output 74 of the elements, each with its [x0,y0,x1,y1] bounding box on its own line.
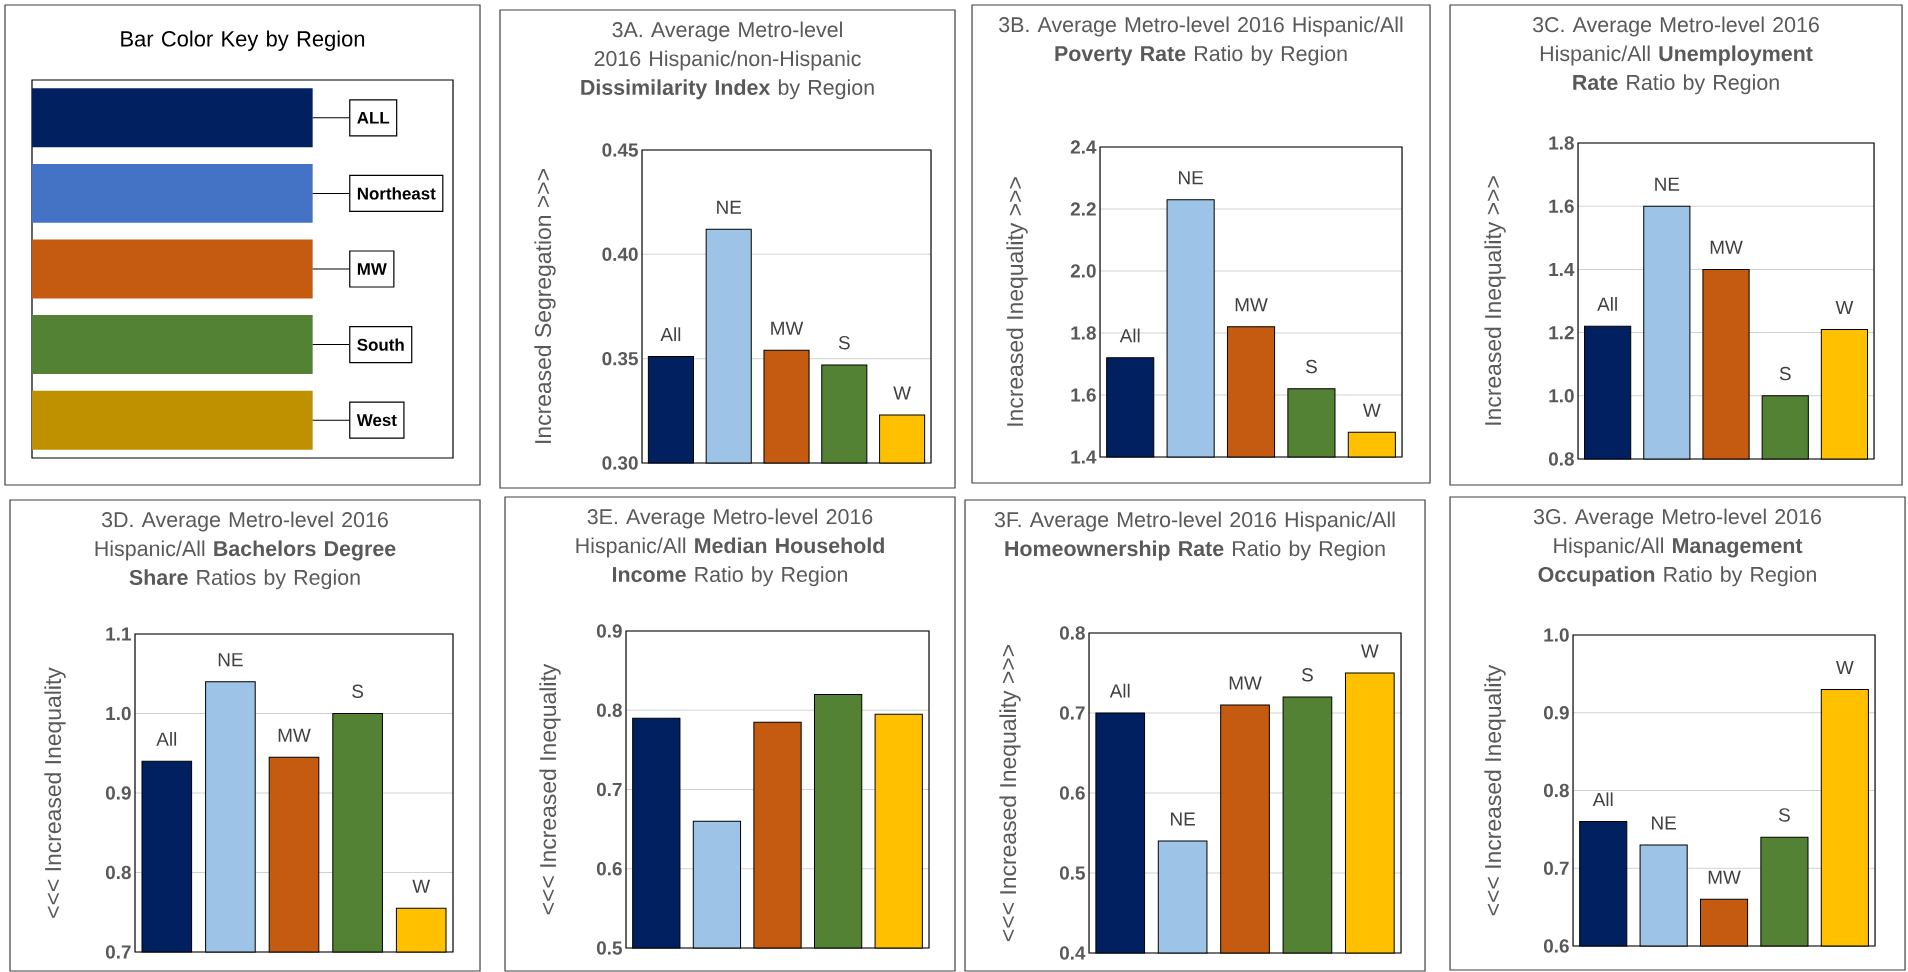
y-tick-label: 0.5 [1059,866,1085,880]
category-label: All [156,731,177,746]
y-tick-label: 0.7 [1543,861,1569,875]
chart-title: Bar Color Key by Region [121,30,365,51]
x-tick-label: MW [1229,676,1262,690]
y-tick-label: 2.2 [1070,202,1096,216]
y-tick-label: 0.4 [1059,946,1086,960]
y-axis-title: <<< Increased Inequality [539,663,561,915]
x-tick-label: All [1597,297,1617,311]
y-tick-label: 1.2 [1549,325,1574,340]
y-tick-label: 1.0 [106,706,131,721]
y-tick-label: 0.8 [105,865,131,880]
y-tick-label: 0.6 [1543,939,1569,953]
category-label: NE [1652,816,1676,830]
y-axis-title: Increased Segregation >>> [534,169,556,443]
y-tick-label: 0.8 [1059,626,1085,640]
y-tick-label: ALL [357,111,390,124]
y-tick-label: 0.5 [596,941,622,955]
y-tick-label: 0.45 [602,143,638,157]
x-tick-label: MW [1235,298,1268,312]
category-label: All [660,327,681,342]
category-label: NE [218,653,243,667]
y-tick-label: 0.8 [1548,452,1574,466]
y-tick-label: MW [357,263,387,275]
category-label: W [412,879,431,893]
y-tick-label: 1.6 [1549,199,1574,213]
y-tick-label: 1.4 [1071,450,1097,464]
y-tick-label: West [356,414,397,427]
chart-title: 3C. Average Metro-level 2016 Hispanic/All Unemployment Rate Ratio by Region [1532,16,1819,95]
y-tick-label: 0.7 [1059,706,1085,720]
chart-title: 3E. Average Metro-level 2016 Hispanic/All Median Household Income Ratio by Region [576,508,884,587]
chart-title: 3B. Average Metro-level 2016 Hispanic/All Poverty Rate Ratio by Region [999,16,1403,66]
category-label: W [1835,660,1854,674]
chart-title: 3A. Average Metro-level 2016 Hispanic/non-Hispanic Dissimilarity Index by Region [581,21,874,100]
y-axis-title: <<< Increased Inequality >>> [999,645,1021,941]
y-tick-label: 1.1 [106,627,131,641]
y-tick-label: 0.9 [105,786,131,800]
category-label: W [893,386,911,400]
y-tick-label: 0.9 [596,624,622,638]
y-tick-label: 1.0 [1549,389,1574,403]
chart-title: 3F. Average Metro-level 2016 Hispanic/All Homeownership Rate Ratio by Region [994,511,1395,561]
y-axis-title: <<< Increased Inequality [44,667,66,918]
y-tick-label: 0.7 [596,782,622,797]
y-tick-label: 0.9 [1543,706,1569,720]
category-label: MW [1708,870,1741,884]
category-label: S [838,335,850,350]
category-label: S [1778,808,1790,822]
y-axis-title: Increased Inequality >>> [1484,176,1506,425]
y-tick-label: 1.0 [1544,628,1569,642]
y-tick-label: 0.8 [1543,783,1569,798]
y-tick-label: 2.0 [1070,264,1096,278]
y-tick-label: 0.40 [602,247,638,262]
category-label: MW [771,321,804,335]
y-tick-label: 0.8 [596,703,622,717]
chart-title: 3D. Average Metro-level 2016 Hispanic/All Bachelors Degree Share Ratios by Region [95,511,396,590]
y-tick-label: 0.30 [602,456,638,470]
y-tick-label: 0.7 [105,945,131,959]
y-tick-label: 0.6 [596,862,622,876]
y-tick-label: 2.4 [1070,140,1097,154]
y-axis-title: Increased Inequality >>> [1006,177,1028,426]
y-axis-title: <<< Increased Inequality [1484,664,1506,916]
y-tick-label: 1.8 [1071,326,1096,340]
y-tick-label: 0.35 [602,351,638,366]
y-tick-label: 1.4 [1549,262,1575,276]
y-tick-label: 1.6 [1071,388,1096,402]
y-tick-label: Northeast [357,187,436,200]
y-tick-label: South [357,338,404,351]
category-label: MW [278,728,311,742]
category-label: NE [717,200,742,214]
category-label: All [1592,792,1613,807]
y-tick-label: 0.6 [1059,786,1085,800]
x-tick-label: W [1835,300,1854,314]
y-tick-label: 1.8 [1549,136,1574,150]
chart-title: 3G. Average Metro-level 2016 Hispanic/All Management Occupation Ratio by Region [1533,508,1821,587]
